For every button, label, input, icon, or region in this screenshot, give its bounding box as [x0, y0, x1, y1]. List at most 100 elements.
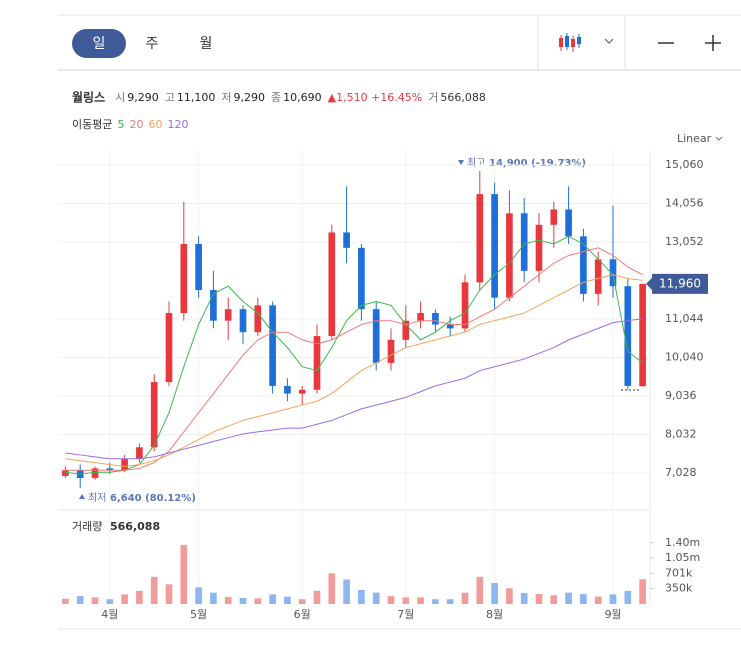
y-tick-label: 9,036: [665, 389, 697, 402]
zoom-in[interactable]: [705, 35, 721, 51]
y-tick-label: 14,056: [665, 196, 704, 209]
change: ▲1,510 +16.45%: [328, 91, 423, 104]
volume-bar: [446, 599, 454, 604]
volume-bar: [594, 596, 602, 604]
field-label: 시: [115, 91, 125, 104]
volume-total: 566,088: [110, 520, 160, 533]
volume-bar: [520, 593, 528, 604]
high-annotation: 최고 14,900 (-19.73%): [458, 157, 586, 169]
tab-selected-bg[interactable]: [72, 29, 126, 58]
volume-bar: [328, 573, 336, 604]
candle-body: [565, 209, 572, 237]
candle-body: [106, 468, 114, 471]
candle-body: [254, 305, 262, 333]
low-value: 6,640 (80.12%): [110, 493, 196, 504]
volume-bar: [121, 594, 128, 604]
volume-bar: [224, 597, 232, 604]
volume-bar: [165, 584, 173, 604]
volume-bar: [313, 590, 321, 604]
volume-bar: [432, 599, 439, 604]
candle-body: [165, 313, 173, 383]
volume-bar: [298, 599, 306, 604]
candle-body: [62, 470, 69, 477]
field-label: 저: [221, 91, 231, 104]
current-price-tag: [652, 273, 708, 294]
legend-entry: 60: [148, 118, 162, 131]
candle-body: [210, 290, 217, 321]
candle-body: [343, 232, 350, 248]
volume-bar: [461, 592, 469, 604]
volume-tick-label: 1.05m: [665, 551, 700, 564]
x-tick-label: 4월: [101, 608, 118, 621]
volume-bar: [387, 596, 395, 604]
scale-chevron[interactable]: [715, 136, 723, 141]
y-tick-label: 11,044: [665, 312, 704, 325]
volume-tick-label: 350k: [665, 582, 693, 595]
x-tick-label: 6월: [294, 608, 311, 621]
volume-bar: [565, 592, 572, 604]
tab-month[interactable]: 월: [200, 36, 213, 52]
volume-bar: [195, 587, 202, 604]
volume-bar: [476, 576, 484, 604]
candle-body: [432, 313, 439, 325]
volume-bar: [76, 596, 84, 604]
tab-week[interactable]: 주: [146, 36, 159, 52]
candle-body: [446, 324, 454, 329]
candle-body: [506, 213, 513, 298]
x-tick-label: 9월: [604, 608, 621, 621]
current-price-arrow: [646, 277, 652, 290]
candle-body: [387, 339, 395, 363]
candle-body: [609, 259, 617, 287]
y-tick-label: 10,040: [665, 351, 704, 364]
candle-body: [624, 286, 632, 386]
volume-bar: [491, 583, 498, 604]
high-label: 최고: [467, 157, 485, 169]
volume-bar: [180, 544, 188, 604]
candle-body: [491, 194, 498, 298]
volume-bar: [106, 599, 114, 604]
candle-body: [476, 194, 484, 283]
volume-bar: [239, 597, 247, 604]
candle-body: [91, 468, 99, 478]
candle-body: [372, 309, 380, 363]
candle-body: [239, 309, 247, 333]
ma-line: [65, 235, 643, 475]
ma-line: [65, 274, 643, 467]
ma-line: [65, 247, 643, 471]
field-value: 11,100: [177, 91, 216, 104]
candle-body: [313, 336, 321, 390]
volume-bar: [62, 598, 69, 604]
candle-body: [639, 283, 646, 387]
candle-body: [358, 247, 365, 310]
volume-bar: [91, 597, 99, 604]
ma-line: [65, 318, 643, 460]
ma-label: 이동평균: [72, 118, 112, 131]
candle-body: [224, 309, 232, 321]
volume-bar: [624, 590, 632, 604]
legend-entry: 120: [167, 118, 188, 131]
legend-entry: 20: [129, 118, 143, 131]
volume-bar: [269, 594, 276, 604]
volume-bar: [358, 590, 365, 604]
tab-day[interactable]: 일: [93, 36, 106, 52]
candle-body: [461, 282, 469, 329]
low-label: 최저: [88, 492, 106, 504]
candle-body: [535, 224, 543, 271]
current-price-label: 11,960: [659, 276, 701, 290]
scale-select[interactable]: Linear: [677, 132, 712, 145]
volume-bar: [210, 592, 217, 604]
candle-body: [195, 243, 202, 291]
candle-body: [269, 305, 276, 386]
volume-bar: [506, 588, 513, 604]
stock-name: 월링스: [72, 90, 105, 105]
volume-value: 566,088: [440, 91, 486, 104]
volume-bar: [535, 593, 543, 604]
y-tick-label: 8,032: [665, 428, 697, 441]
volume-bar: [402, 597, 410, 604]
volume-title: 거래량: [72, 520, 102, 533]
volume-bar: [550, 595, 558, 604]
field-label: 고: [165, 91, 175, 104]
chart-type-button[interactable]: [537, 15, 626, 70]
